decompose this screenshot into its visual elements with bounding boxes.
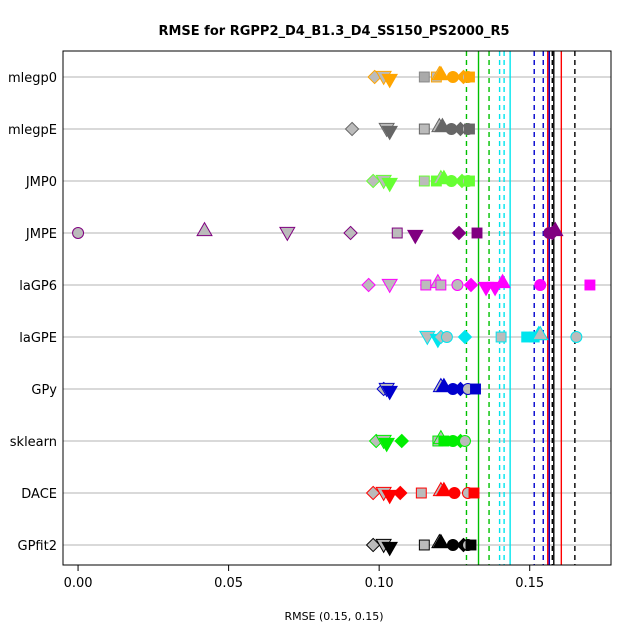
point-laGPE-10 — [531, 325, 549, 341]
point-DACE-1 — [365, 485, 381, 501]
x-tick-label-3: 0.10 — [365, 576, 394, 591]
point-GPfit2-10 — [465, 539, 477, 551]
point-JMPE-5 — [391, 227, 403, 239]
point-mlegpE-10 — [464, 123, 475, 135]
point-laGP6-1 — [361, 277, 376, 293]
point-mlegp0-4 — [418, 71, 430, 83]
point-mlegp0-11 — [464, 71, 475, 83]
point-laGP6-3 — [420, 279, 432, 291]
row-label-mlegp0: mlegp0 — [8, 71, 57, 86]
point-DACE-5 — [415, 487, 427, 499]
point-sklearn-3 — [378, 437, 395, 453]
point-sklearn-10 — [458, 435, 471, 447]
x-tick-label-1: 0.00 — [64, 576, 93, 591]
point-laGPE-11 — [570, 331, 583, 343]
point-DACE-7 — [435, 481, 453, 497]
x-tick-label-4: 0.15 — [515, 576, 544, 591]
data-points — [72, 65, 596, 557]
chart-title: RMSE for RGPP2_D4_B1.3_D4_SS150_PS2000_R… — [158, 24, 509, 39]
point-DACE-8 — [448, 487, 461, 499]
point-DACE-10 — [468, 487, 480, 499]
row-label-GPfit2: GPfit2 — [18, 539, 57, 554]
point-JMPE-7 — [451, 225, 467, 241]
point-laGP6-7 — [463, 277, 479, 293]
point-GPfit2-1 — [365, 537, 381, 553]
point-mlegp0-3 — [381, 73, 398, 89]
row-label-laGP6: laGP6 — [19, 279, 57, 294]
point-GPy-9 — [470, 383, 481, 395]
point-JMPE-6 — [406, 229, 424, 245]
point-mlegpE-3 — [381, 125, 398, 141]
point-laGP6-2 — [381, 278, 398, 294]
point-mlegpE-1 — [344, 121, 360, 137]
point-JMP0-11 — [464, 175, 475, 187]
point-laGP6-5 — [435, 279, 447, 291]
x-axis: 0.00 0.05 0.10 0.15 — [64, 564, 544, 591]
point-mlegp0-7 — [432, 65, 450, 81]
reference-lines — [465, 51, 576, 565]
grid-layer — [63, 76, 611, 546]
row-label-laGPE: laGPE — [19, 331, 57, 346]
point-JMP0-4 — [418, 175, 430, 187]
point-DACE-3 — [381, 489, 398, 505]
point-JMPE-2 — [196, 221, 213, 237]
point-laGPE-4 — [440, 331, 453, 343]
row-label-GPy: GPy — [31, 383, 57, 398]
point-JMP0-1 — [365, 173, 381, 189]
row-label-JMPE: JMPE — [25, 227, 57, 242]
point-laGPE-6 — [495, 331, 507, 343]
point-mlegpE-4 — [418, 123, 430, 135]
row-label-mlegpE: mlegpE — [8, 123, 57, 138]
point-JMP0-3 — [381, 177, 398, 193]
point-sklearn-4 — [394, 433, 410, 449]
point-laGPE-5 — [457, 329, 473, 345]
point-JMPE-8 — [471, 227, 483, 239]
point-laGP6-12 — [584, 279, 596, 291]
point-JMPE-1 — [72, 227, 85, 239]
point-JMPE-11 — [547, 221, 564, 237]
point-GPfit2-3 — [381, 541, 398, 557]
row-label-JMP0: JMP0 — [25, 175, 57, 190]
x-tick-label-2: 0.05 — [214, 576, 243, 591]
plot-frame — [62, 50, 612, 566]
point-DACE-4 — [392, 485, 408, 501]
point-JMPE-4 — [343, 225, 358, 241]
row-label-sklearn: sklearn — [10, 435, 57, 450]
point-GPy-3 — [381, 385, 398, 401]
point-GPfit2-4 — [418, 539, 430, 551]
point-laGP6-11 — [534, 279, 547, 291]
x-axis-label: RMSE (0.15, 0.15) — [284, 610, 383, 623]
point-GPfit2-6 — [432, 533, 450, 549]
row-labels: mlegp0 mlegpE JMP0 JMPE laGP6 laGPE GPy sklearn… — [8, 71, 57, 554]
row-label-DACE: DACE — [21, 487, 57, 502]
point-JMPE-3 — [279, 226, 296, 242]
point-laGP6-6 — [451, 279, 464, 291]
point-laGP6-10 — [494, 273, 511, 289]
